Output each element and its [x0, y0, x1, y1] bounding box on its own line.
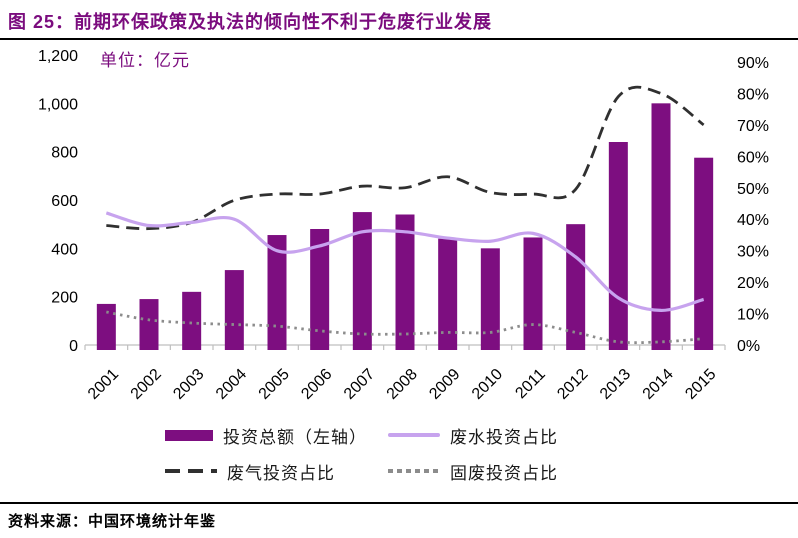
figure-footer: 资料来源：中国环境统计年鉴	[0, 502, 798, 535]
dotted-line-swatch-icon	[388, 469, 440, 473]
left-axis-tick-label: 1,200	[38, 48, 78, 65]
legend-item-investment: 投资总额（左轴）	[165, 423, 388, 448]
x-axis-label: 2012	[554, 366, 591, 403]
x-axis-label: 2009	[426, 366, 463, 403]
legend-label: 投资总额（左轴）	[223, 427, 367, 447]
bar-2010	[480, 248, 500, 350]
right-axis-tick-label: 90%	[737, 55, 769, 72]
legend-label: 废水投资占比	[450, 427, 558, 447]
right-axis-tick-label: 20%	[737, 275, 769, 292]
x-axis-label: 2013	[597, 366, 634, 403]
legend-row: 废气投资占比 固废投资占比	[0, 458, 798, 484]
bar-2015	[694, 157, 714, 350]
x-axis-label: 2010	[469, 366, 506, 403]
figure-header: 图 25：前期环保政策及执法的倾向性不利于危废行业发展	[0, 0, 798, 40]
x-axis-label: 2005	[256, 366, 293, 403]
right-axis-tick-label: 80%	[737, 86, 769, 103]
x-axis-label: 2006	[298, 366, 335, 403]
legend-label: 固废投资占比	[450, 463, 558, 483]
legend-row: 投资总额（左轴） 废水投资占比	[0, 422, 798, 448]
x-axis-label: 2007	[341, 366, 378, 403]
left-axis-tick-label: 200	[51, 290, 78, 307]
chart-legend: 投资总额（左轴） 废水投资占比 废气投资占比 固废投资占比	[0, 422, 798, 484]
x-axis-label: 2004	[213, 366, 250, 403]
bar-swatch-icon	[165, 429, 213, 441]
chart: 单位：亿元 1,200 1,000 800 600 400 200 0 90% 80% 70% 60…	[0, 40, 798, 412]
right-axis-tick-label: 40%	[737, 212, 769, 229]
gas-line	[106, 85, 705, 231]
bar-2007	[352, 212, 372, 350]
left-axis-tick-label: 0	[69, 338, 78, 355]
x-axis-label: 2003	[170, 366, 207, 403]
x-axis-label: 2008	[384, 366, 421, 403]
bar-2014	[651, 103, 671, 350]
x-axis-label: 2011	[512, 366, 548, 402]
right-axis-tick-label: 0%	[737, 338, 760, 355]
bar-2002	[139, 299, 159, 350]
lines-group	[105, 85, 705, 345]
right-axis-tick-label: 60%	[737, 149, 769, 166]
bar-2003	[182, 291, 202, 350]
bar-2008	[395, 214, 415, 350]
bar-2011	[523, 237, 543, 350]
left-axis-tick-label: 600	[51, 193, 78, 210]
bar-2006	[310, 229, 330, 350]
x-axis-label: 2002	[128, 366, 165, 403]
bar-2005	[267, 235, 287, 350]
solid-line-swatch-icon	[388, 433, 440, 437]
left-axis-tick-label: 800	[51, 145, 78, 162]
x-axis-label: 2015	[682, 366, 719, 403]
unit-label: 单位：亿元	[100, 51, 190, 70]
legend-item-gas: 废气投资占比	[165, 459, 388, 484]
solidwaste-line	[106, 310, 704, 345]
right-axis-tick-label: 30%	[737, 244, 769, 261]
right-axis-tick-label: 50%	[737, 181, 769, 198]
bar-2013	[608, 142, 628, 350]
bar-2001	[96, 303, 116, 350]
right-axis-tick-label: 10%	[737, 307, 769, 324]
figure-title: 图 25：前期环保政策及执法的倾向性不利于危废行业发展	[8, 12, 493, 32]
bar-2004	[224, 270, 244, 350]
bars-group	[96, 103, 714, 350]
source-note: 资料来源：中国环境统计年鉴	[8, 514, 217, 530]
dashed-line-swatch-icon	[165, 469, 217, 473]
legend-item-solidwaste: 固废投资占比	[388, 459, 558, 484]
legend-label: 废气投资占比	[227, 463, 335, 483]
x-axis-label: 2014	[640, 366, 677, 403]
chart-canvas: 单位：亿元 1,200 1,000 800 600 400 200 0 90% 80% 70% 60…	[38, 48, 769, 403]
bar-2012	[566, 224, 586, 350]
legend-item-wastewater: 废水投资占比	[388, 423, 558, 448]
left-axis-tick-label: 1,000	[38, 96, 78, 113]
bar-2009	[438, 238, 458, 350]
x-axis-label: 2001	[85, 366, 122, 403]
wastewater-line	[105, 211, 705, 313]
left-axis-tick-label: 400	[51, 241, 78, 258]
right-axis-tick-label: 70%	[737, 118, 769, 135]
